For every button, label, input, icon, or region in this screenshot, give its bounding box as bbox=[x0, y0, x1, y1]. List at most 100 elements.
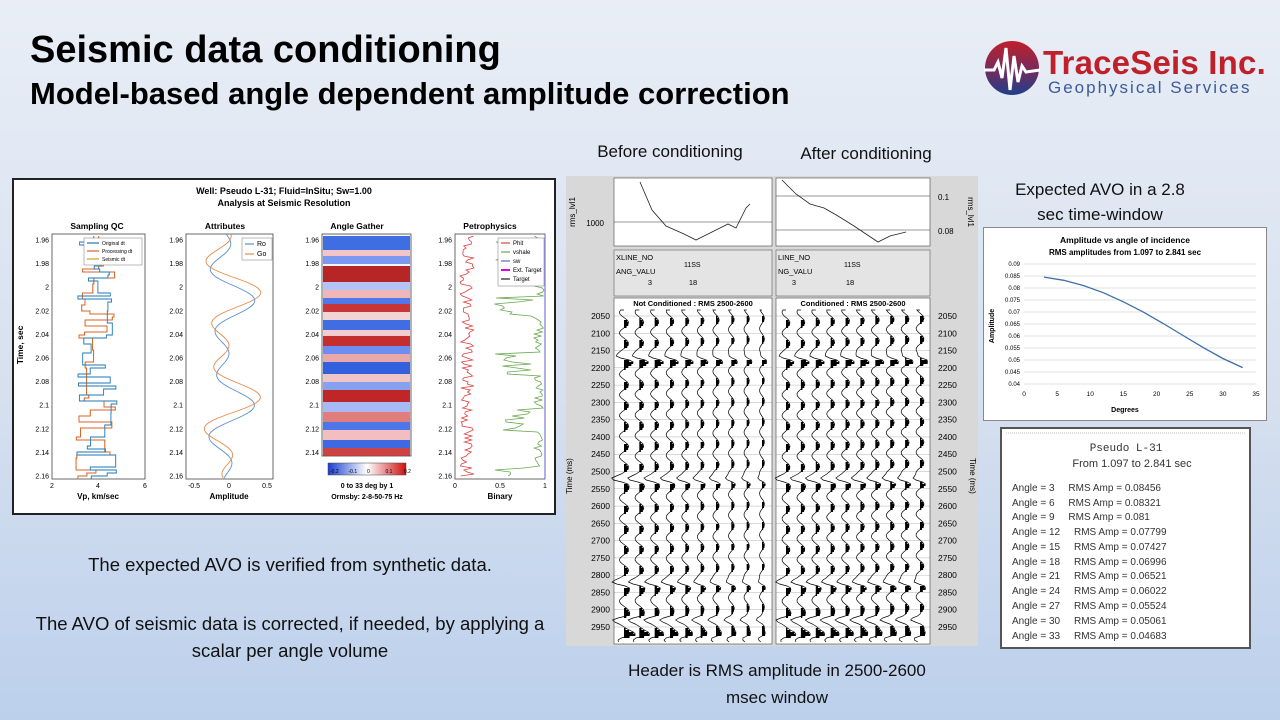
track-title-sampling: Sampling QC bbox=[70, 221, 123, 231]
time-tick-label: 1.98 bbox=[169, 261, 183, 268]
header-line-value-right: 11SS bbox=[844, 262, 861, 269]
time-tick-label: 2.16 bbox=[169, 474, 183, 481]
x-tick-label: 10 bbox=[1087, 391, 1095, 398]
gather-band bbox=[323, 430, 410, 440]
time-tick-label: 2.08 bbox=[35, 379, 49, 386]
rms-table-row: Angle = 6 RMS Amp = 0.08321 bbox=[1012, 498, 1161, 509]
synthetic-header-2: Analysis at Seismic Resolution bbox=[217, 198, 350, 208]
time-tick-label: 2 bbox=[315, 285, 319, 292]
seismic-time-tick: 2650 bbox=[591, 518, 610, 528]
legend-item: Go bbox=[257, 251, 266, 258]
caption-expected-avo: Expected AVO in a 2.8 sec time-window bbox=[1015, 180, 1185, 224]
gather-band bbox=[323, 290, 410, 298]
time-tick-label: 1.98 bbox=[438, 261, 452, 268]
y-tick-label: 0.05 bbox=[1008, 358, 1020, 364]
x-tick-label: 25 bbox=[1186, 391, 1194, 398]
y-tick-label: 0.09 bbox=[1008, 262, 1020, 268]
seismic-panel-not-conditioned bbox=[613, 297, 773, 645]
rms-table-row: Angle = 27 RMS Amp = 0.05524 bbox=[1012, 601, 1167, 612]
legend-item: Processing dt bbox=[102, 249, 133, 255]
seismic-time-tick: 2900 bbox=[591, 605, 610, 615]
rms-table-title: Pseudo L-31 bbox=[1090, 443, 1163, 455]
seismic-time-tick: 2250 bbox=[938, 380, 957, 390]
x-tick-label: 30 bbox=[1219, 391, 1227, 398]
wiggle-fill bbox=[762, 316, 767, 636]
gather-band bbox=[323, 336, 410, 346]
logo-subtitle: Geophysical Services bbox=[1048, 78, 1252, 97]
rms-table-row: Angle = 30 RMS Amp = 0.05061 bbox=[1012, 616, 1167, 627]
wiggle-fill bbox=[890, 316, 899, 636]
gather-band bbox=[323, 440, 410, 448]
vp-curve bbox=[75, 236, 116, 479]
legend-item: Original dt bbox=[102, 241, 125, 247]
rms-curve-after bbox=[781, 179, 907, 243]
avo-chart-plot: Amplitude vs angle of incidence RMS ampl… bbox=[989, 235, 1260, 414]
time-tick-label: 2.1 bbox=[173, 403, 183, 410]
time-tick-label: 2.16 bbox=[438, 474, 452, 481]
y-tick-label: 0.065 bbox=[1005, 322, 1021, 328]
seismic-time-tick: 2700 bbox=[938, 536, 957, 546]
seismic-time-tick: 2350 bbox=[591, 415, 610, 425]
seismic-time-tick: 2300 bbox=[591, 397, 610, 407]
seismic-time-tick: 2750 bbox=[591, 553, 610, 563]
time-tick-label: 2.14 bbox=[169, 450, 183, 457]
y-tick-label: 0.07 bbox=[1008, 310, 1020, 316]
legend-item: Seismic dt bbox=[102, 257, 126, 263]
x-label-angle-gather: 0 to 33 deg by 1 bbox=[341, 483, 394, 490]
time-tick-label: 2.02 bbox=[169, 308, 183, 315]
legend-sampling: Original dt Processing dt Seismic dt bbox=[83, 237, 143, 266]
seismic-time-tick: 2150 bbox=[938, 346, 957, 356]
time-tick-label: 2.14 bbox=[305, 450, 319, 457]
time-tick-label: 2.1 bbox=[309, 403, 319, 410]
gather-band bbox=[323, 250, 410, 256]
x-tick-label: 35 bbox=[1252, 391, 1260, 398]
logo-name: TraceSeis Inc. bbox=[1043, 44, 1266, 81]
time-tick-label: 2.06 bbox=[305, 356, 319, 363]
seismic-time-tick: 2150 bbox=[591, 346, 610, 356]
chart-grid: 0.04 0.045 0.05 0.055 0.06 0.065 0.07 0.075 0.08… bbox=[1005, 262, 1260, 398]
x-tick: -0.5 bbox=[188, 483, 200, 490]
legend-attributes: Ro Go bbox=[241, 237, 273, 261]
gather-band bbox=[323, 256, 410, 264]
rms-curve-before bbox=[639, 181, 751, 241]
time-tick-label: 2.06 bbox=[35, 356, 49, 363]
wiggle-fill bbox=[920, 316, 928, 636]
legend-item: Ext. Target bbox=[513, 268, 542, 274]
rms-table: Pseudo L-31 From 1.097 to 2.841 sec Angl… bbox=[1000, 427, 1251, 649]
gather-band bbox=[323, 236, 410, 250]
gather-band bbox=[323, 304, 410, 312]
x-tick: 6 bbox=[143, 483, 147, 490]
rms-tick-right: 0.08 bbox=[938, 227, 954, 236]
x-label-attributes: Amplitude bbox=[209, 492, 249, 501]
time-tick-label: 2.06 bbox=[169, 356, 183, 363]
x-tick: 0 bbox=[453, 483, 457, 490]
seismic-time-tick: 2800 bbox=[938, 570, 957, 580]
rms-table-row: Angle = 18 RMS Amp = 0.06996 bbox=[1012, 557, 1167, 568]
x-tick: 0.5 bbox=[262, 483, 272, 490]
time-tick-label: 2.08 bbox=[169, 379, 183, 386]
gather-band bbox=[323, 402, 410, 412]
rms-table-row: Angle = 15 RMS Amp = 0.07427 bbox=[1012, 542, 1167, 553]
seismic-time-tick: 2200 bbox=[938, 363, 957, 373]
seismic-time-tick: 2650 bbox=[938, 518, 957, 528]
chart-xlabel: Degrees bbox=[1111, 407, 1139, 414]
gather-band bbox=[323, 346, 410, 354]
time-tick-label: 2.04 bbox=[35, 332, 49, 339]
track-title-attributes: Attributes bbox=[205, 221, 245, 231]
x-tick: 2 bbox=[50, 483, 54, 490]
gather-band bbox=[323, 354, 410, 362]
time-tick-label: 1.96 bbox=[305, 238, 319, 245]
rms-table-row: Angle = 21 RMS Amp = 0.06521 bbox=[1012, 571, 1167, 582]
seismic-display-plot: rms_lvl1 rms_lvl1 1000 0.1 0.08 XLINE_NO… bbox=[565, 177, 977, 645]
legend-item: Ro bbox=[257, 241, 266, 248]
y-tick-label: 0.055 bbox=[1005, 346, 1021, 352]
time-tick-label: 1.96 bbox=[438, 238, 452, 245]
time-tick-label: 2.02 bbox=[35, 308, 49, 315]
wiggle-fill bbox=[905, 316, 914, 636]
colorbar-tick-label: 0.2 bbox=[404, 469, 411, 475]
rms-table-row: Angle = 3 RMS Amp = 0.08456 bbox=[1012, 483, 1161, 494]
seismic-time-tick: 2800 bbox=[591, 570, 610, 580]
time-tick-label: 2.12 bbox=[35, 426, 49, 433]
gather-band bbox=[323, 320, 410, 330]
chart-ylabel: Amplitude bbox=[989, 309, 996, 343]
